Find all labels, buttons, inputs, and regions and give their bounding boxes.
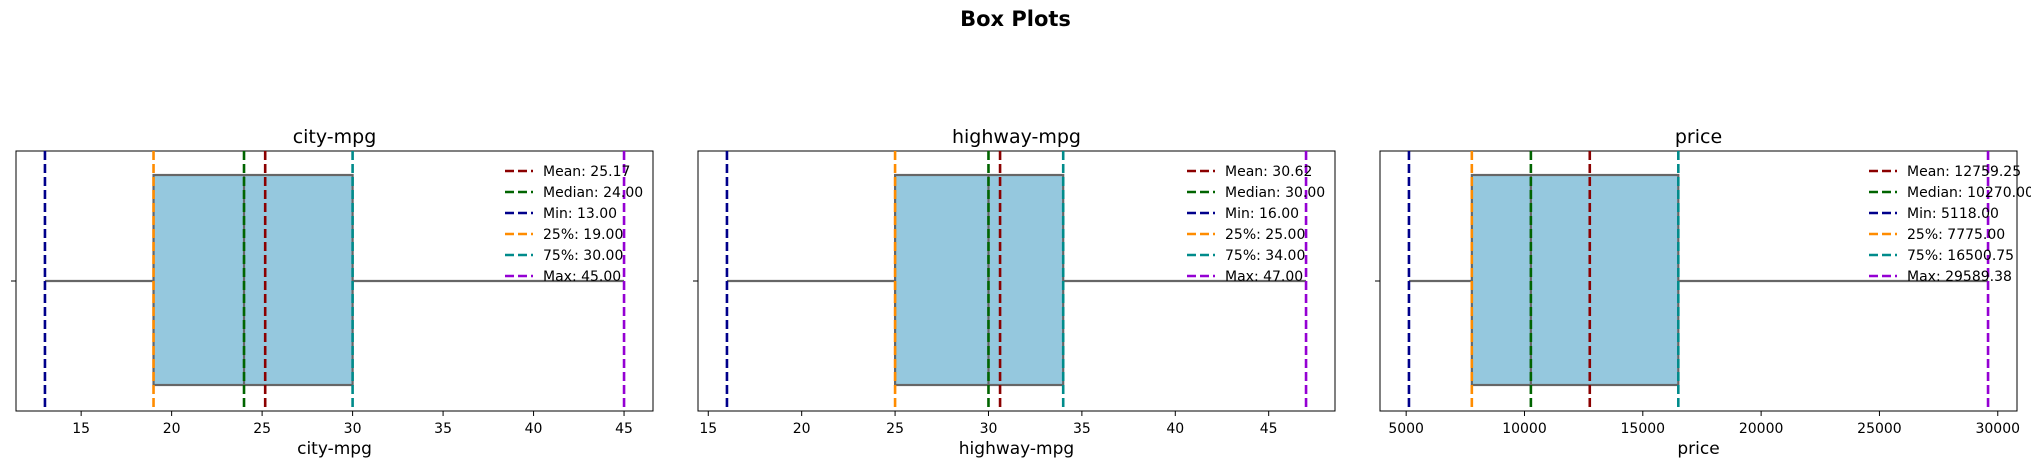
x-tick-label: 15000 [1621, 421, 1666, 437]
legend-label-max: Max: 45.00 [543, 269, 621, 285]
legend-label-p75: 75%: 16500.75 [1907, 248, 2014, 264]
x-tick-label: 25 [253, 421, 271, 437]
legend-label-min: Min: 5118.00 [1907, 206, 1999, 222]
x-tick-label: 45 [615, 421, 633, 437]
x-tick-label: 35 [434, 421, 452, 437]
legend-label-median: Median: 10270.00 [1907, 185, 2031, 201]
x-tick-label: 40 [1166, 421, 1184, 437]
legend-label-mean: Mean: 30.62 [1225, 164, 1312, 180]
x-axis-label: highway-mpg [959, 439, 1074, 459]
x-axis-label: price [1677, 439, 1719, 459]
legend-label-min: Min: 16.00 [1225, 206, 1299, 222]
legend-label-median: Median: 24.00 [543, 185, 643, 201]
iqr-box [893, 173, 1065, 387]
x-tick-label: 5000 [1388, 421, 1424, 437]
legend-label-max: Max: 47.00 [1225, 269, 1303, 285]
legend-label-mean: Mean: 25.17 [543, 164, 630, 180]
x-tick-label: 30000 [1975, 421, 2020, 437]
legend-label-min: Min: 13.00 [543, 206, 617, 222]
legend: Mean: 30.62 Median: 30.00 Min: 16.00 25%: 2… [1187, 164, 1325, 285]
panel-2: highway-mpg 15 20 25 30 35 40 45 highway-mpg Mean… [693, 126, 1336, 459]
legend-label-p75: 75%: 30.00 [543, 248, 623, 264]
legend: Mean: 25.17 Median: 24.00 Min: 13.00 25%: 1… [505, 164, 643, 285]
legend-label-p75: 75%: 34.00 [1225, 248, 1305, 264]
legend-label-p25: 25%: 7775.00 [1907, 227, 2005, 243]
x-tick-label: 15 [72, 421, 90, 437]
iqr-box [1470, 173, 1680, 387]
panel-3: price 5000 10000 15000 20000 25000 30000 price M… [1375, 126, 2031, 459]
legend: Mean: 12759.25 Median: 10270.00 Min: 5118.… [1869, 164, 2031, 285]
x-tick-label: 40 [525, 421, 543, 437]
x-tick-label: 15 [699, 421, 717, 437]
x-tick-label: 45 [1260, 421, 1278, 437]
figure-title: Box Plots [960, 7, 1071, 31]
panel-1: city-mpg 15 20 25 30 35 40 45 city-mpg Mean: 25.1… [11, 126, 654, 459]
x-tick-label: 20000 [1739, 421, 1784, 437]
panel-title: highway-mpg [952, 126, 1081, 148]
x-tick-label: 30 [980, 421, 998, 437]
iqr-box [152, 173, 354, 387]
panels-group: city-mpg 15 20 25 30 35 40 45 city-mpg Mean: 25.1… [11, 126, 2031, 459]
legend-label-max: Max: 29589.38 [1907, 269, 2012, 285]
legend-label-p25: 25%: 25.00 [1225, 227, 1305, 243]
x-tick-label: 25000 [1857, 421, 1902, 437]
x-tick-label: 20 [163, 421, 181, 437]
x-tick-label: 35 [1073, 421, 1091, 437]
legend-label-median: Median: 30.00 [1225, 185, 1325, 201]
x-tick-label: 10000 [1502, 421, 1547, 437]
x-axis-label: city-mpg [297, 439, 372, 459]
x-tick-label: 20 [793, 421, 811, 437]
x-tick-label: 30 [344, 421, 362, 437]
panel-title: city-mpg [293, 126, 377, 148]
legend-label-mean: Mean: 12759.25 [1907, 164, 2021, 180]
panel-title: price [1675, 126, 1722, 148]
x-tick-label: 25 [886, 421, 904, 437]
legend-label-p25: 25%: 19.00 [543, 227, 623, 243]
